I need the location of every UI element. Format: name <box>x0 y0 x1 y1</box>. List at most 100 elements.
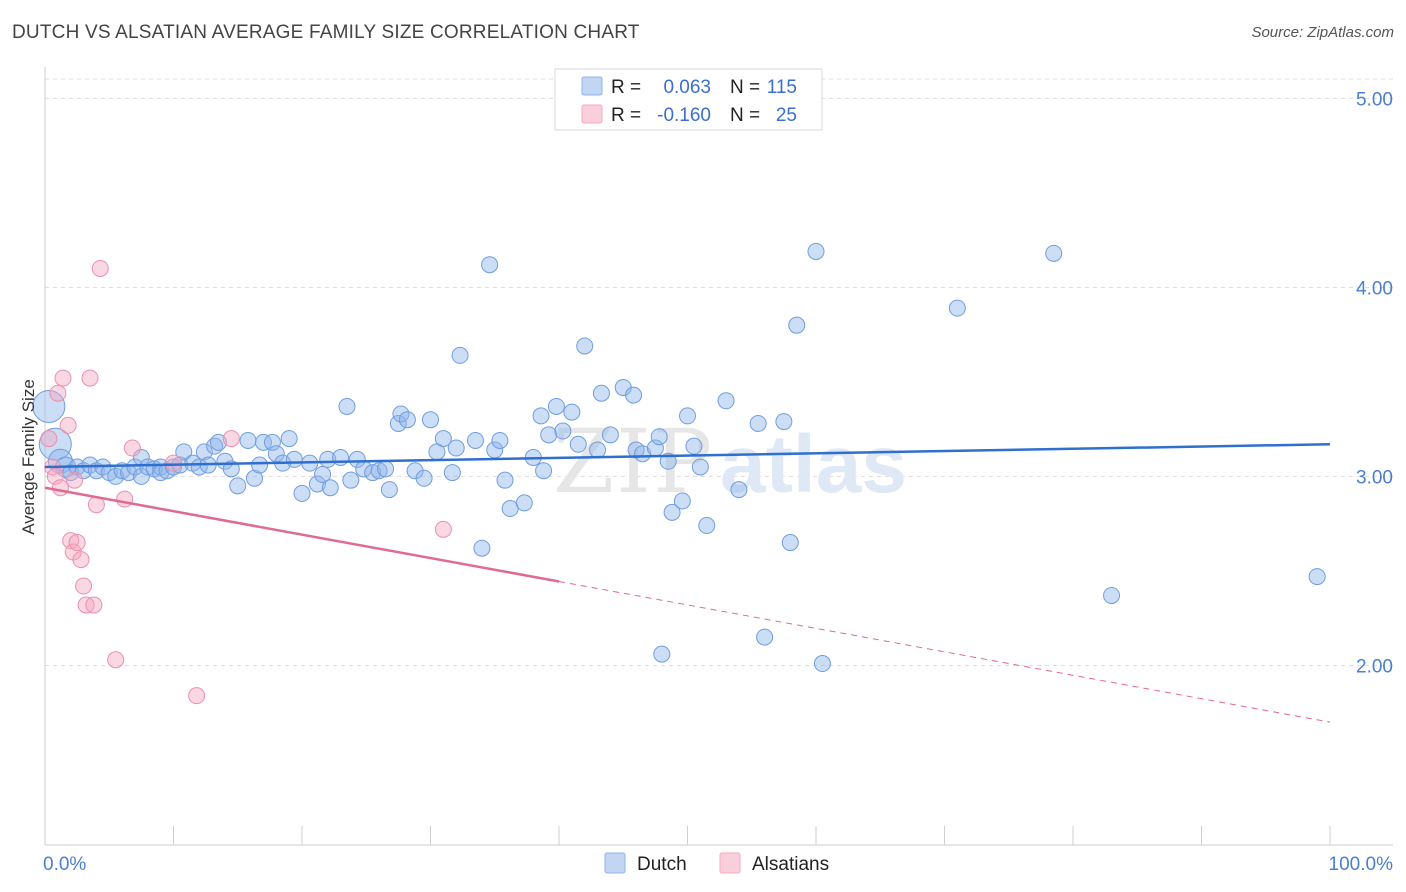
dutch-point <box>308 475 326 493</box>
axes: 2.00 3.00 4.00 5.00 0.0% 100.0% <box>43 67 1393 875</box>
trend-lines <box>44 443 1331 723</box>
y-tick-label: 2.00 <box>1356 656 1393 677</box>
legend-r-label: R = <box>611 105 641 126</box>
dutch-point <box>293 484 311 502</box>
alsatian-point <box>434 520 452 538</box>
alsatian-point <box>66 471 84 489</box>
legend: R = 0.063 N = 115 R = -0.160 N = 25 <box>554 68 823 131</box>
alsatian-point <box>68 534 86 552</box>
dutch-point <box>32 389 66 423</box>
alsatian-point <box>62 532 80 550</box>
dutch-point <box>663 503 681 521</box>
dutch-point <box>245 469 263 487</box>
y-tick-label: 4.00 <box>1356 278 1393 299</box>
alsatian-point <box>188 687 206 705</box>
dutch-point <box>698 517 716 535</box>
dutch-point <box>319 450 337 468</box>
dutch-point <box>569 435 587 453</box>
dutch-point <box>1045 244 1063 262</box>
alsatian-point <box>165 454 182 472</box>
dutch-point <box>422 411 439 429</box>
dutch-point <box>481 256 499 274</box>
dutch-point <box>679 407 696 425</box>
dutch-trend-line <box>44 443 1331 469</box>
dutch-point <box>535 462 553 480</box>
dutch-point <box>650 428 668 446</box>
dutch-point <box>749 414 767 432</box>
dutch-point <box>730 481 748 499</box>
alsatian-point <box>46 467 64 485</box>
dutch-point <box>601 426 619 444</box>
dutch-point <box>389 414 407 432</box>
legend-r-value: -0.160 <box>657 105 711 126</box>
dutch-point <box>338 397 356 415</box>
dutch-point <box>592 384 610 402</box>
dutch-point <box>1308 568 1326 586</box>
legend-n-value: 115 <box>767 77 797 98</box>
dutch-point <box>165 458 182 476</box>
dutch-point <box>263 433 281 451</box>
dutch-point <box>496 471 514 489</box>
dutch-point <box>948 299 966 317</box>
watermark-atlas: atlas <box>720 419 907 510</box>
dutch-point <box>377 460 395 478</box>
dutch-point <box>691 458 709 476</box>
dutch-point <box>280 430 298 448</box>
legend-r-label: R = <box>611 77 641 98</box>
dutch-point <box>398 411 416 429</box>
alsatian-point <box>85 596 103 614</box>
dutch-point <box>209 433 227 451</box>
alsatian-point <box>123 439 141 457</box>
dutch-point <box>254 433 272 451</box>
legend-swatch <box>581 104 603 124</box>
dutch-point <box>685 437 703 455</box>
dutch-point <box>392 405 410 423</box>
dutch-point <box>554 422 572 440</box>
dutch-point <box>342 471 360 489</box>
alsatian-point <box>54 369 72 387</box>
dutch-point <box>285 450 303 468</box>
dutch-point <box>314 466 332 484</box>
dutch-point <box>132 467 150 485</box>
y-axis-label: Average Family Size <box>19 379 38 535</box>
dutch-point <box>466 431 484 449</box>
dutch-point <box>659 452 677 470</box>
dutch-point <box>332 449 350 466</box>
alsatian-point <box>49 384 67 402</box>
dutch-point <box>547 397 565 415</box>
legend-n-value: 25 <box>776 105 797 126</box>
dutch-point <box>807 242 825 260</box>
legend-n-label: N = <box>730 77 760 98</box>
dutch-point <box>434 430 452 448</box>
dutch-point <box>380 481 398 499</box>
dutch-point <box>229 477 247 495</box>
dutch-point <box>501 500 519 518</box>
alsatian-point <box>40 430 58 448</box>
dutch-point <box>756 628 774 646</box>
y-tick-label: 3.00 <box>1356 467 1393 488</box>
dutch-point <box>348 450 366 468</box>
dutch-point <box>451 346 469 364</box>
watermark-zip: ZIP <box>553 410 714 513</box>
alsatian-point <box>72 551 90 569</box>
dutch-point <box>364 464 382 482</box>
alsatian-point <box>59 416 77 434</box>
y-tick-label: 5.00 <box>1356 89 1393 110</box>
dutch-point <box>589 441 607 459</box>
alsatian-trend-line-extrapolated <box>558 581 1331 723</box>
chart-title: DUTCH VS ALSATIAN AVERAGE FAMILY SIZE CO… <box>12 22 640 43</box>
grid-lines <box>45 78 1395 666</box>
dutch-point <box>139 458 157 476</box>
bottom-legend-label: Alsatians <box>752 854 829 875</box>
dutch-point <box>239 431 257 449</box>
dutch-point <box>563 403 581 421</box>
watermark: ZIP atlas <box>553 410 907 513</box>
dutch-point <box>443 464 461 482</box>
alsatian-point <box>91 259 109 277</box>
dutch-point <box>251 456 269 474</box>
dutch-point <box>673 492 691 510</box>
bottom-legend: Dutch Alsatians <box>604 852 829 875</box>
dutch-point <box>788 316 806 334</box>
dutch-point <box>781 534 799 552</box>
